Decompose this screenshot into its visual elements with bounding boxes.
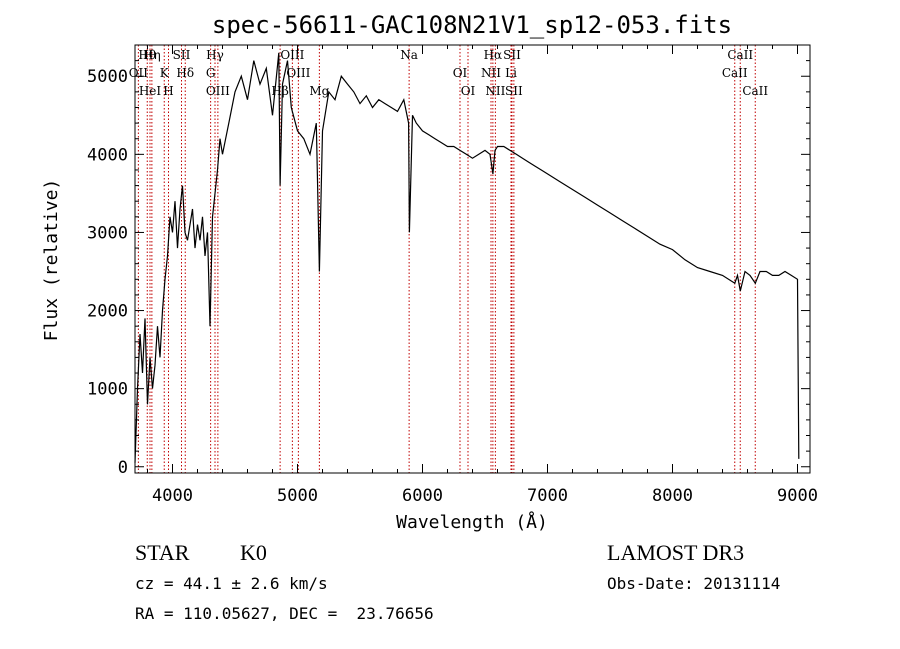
y-tick-label-2: 2000 — [87, 302, 128, 322]
line-label-23: SII — [505, 84, 523, 98]
line-label-0: Hθ — [138, 48, 156, 62]
line-label-21: SII — [503, 48, 521, 62]
line-label-12: OIII — [280, 48, 304, 62]
redshift-velocity: cz = 44.1 ± 2.6 km/s — [135, 574, 328, 593]
line-label-17: OI — [461, 84, 476, 98]
spectral-line-labels: HθOIIHeIHηKHSIIHδOIIIHγGHβOIIIOIIIMgNaOI… — [129, 48, 769, 98]
observation-date: Obs-Date: 20131114 — [607, 574, 781, 593]
y-axis-ticks: 0 1000 2000 3000 4000 5000 — [87, 60, 810, 478]
line-label-9: Hγ — [206, 48, 224, 62]
coordinates: RA = 110.05627, DEC = 23.76656 — [135, 604, 434, 623]
line-label-20: NII — [485, 84, 505, 98]
spectral-line-markers — [137, 45, 756, 473]
chart-title: spec-56611-GAC108N21V1_sp12-053.fits — [212, 11, 732, 39]
line-label-14: Mg — [309, 84, 329, 98]
object-type: STAR — [135, 540, 190, 565]
line-label-8: OIII — [206, 84, 230, 98]
line-label-7: Hδ — [176, 66, 194, 80]
line-label-10: G — [206, 66, 216, 80]
x-axis-label: Wavelength (Å) — [396, 511, 548, 533]
x-tick-label-5: 9000 — [777, 486, 818, 506]
line-label-18: Hα — [484, 48, 503, 62]
x-tick-label-0: 4000 — [152, 486, 193, 506]
spectral-subclass: K0 — [240, 540, 267, 565]
x-axis-ticks: 4000 5000 6000 7000 8000 9000 — [147, 45, 818, 506]
y-axis-label: Flux (relative) — [41, 179, 62, 342]
survey-name: LAMOST DR3 — [607, 540, 745, 565]
line-label-6: SII — [173, 48, 191, 62]
line-label-25: CaII — [722, 66, 748, 80]
line-label-13: OIII — [286, 66, 310, 80]
line-label-19: NII — [481, 66, 501, 80]
line-label-16: OI — [453, 66, 468, 80]
x-tick-label-2: 6000 — [402, 486, 443, 506]
y-tick-label-3: 3000 — [87, 223, 128, 243]
spectrum-series-line — [134, 52, 800, 463]
x-tick-label-1: 5000 — [277, 486, 318, 506]
line-label-26: CaII — [742, 84, 768, 98]
line-label-2: HeI — [139, 84, 162, 98]
line-label-15: Na — [400, 48, 418, 62]
y-tick-label-4: 4000 — [87, 145, 128, 165]
line-label-4: K — [160, 66, 170, 80]
line-label-5: H — [163, 84, 173, 98]
y-tick-label-5: 5000 — [87, 67, 128, 87]
x-tick-label-3: 7000 — [527, 486, 568, 506]
plot-frame — [134, 44, 811, 474]
line-label-22: Li — [505, 66, 517, 80]
y-tick-label-1: 1000 — [87, 380, 128, 400]
line-label-1: OII — [129, 66, 149, 80]
line-label-3: Hη — [143, 48, 161, 62]
y-tick-label-0: 0 — [118, 458, 128, 478]
line-label-24: CaII — [727, 48, 753, 62]
x-tick-label-4: 8000 — [652, 486, 693, 506]
